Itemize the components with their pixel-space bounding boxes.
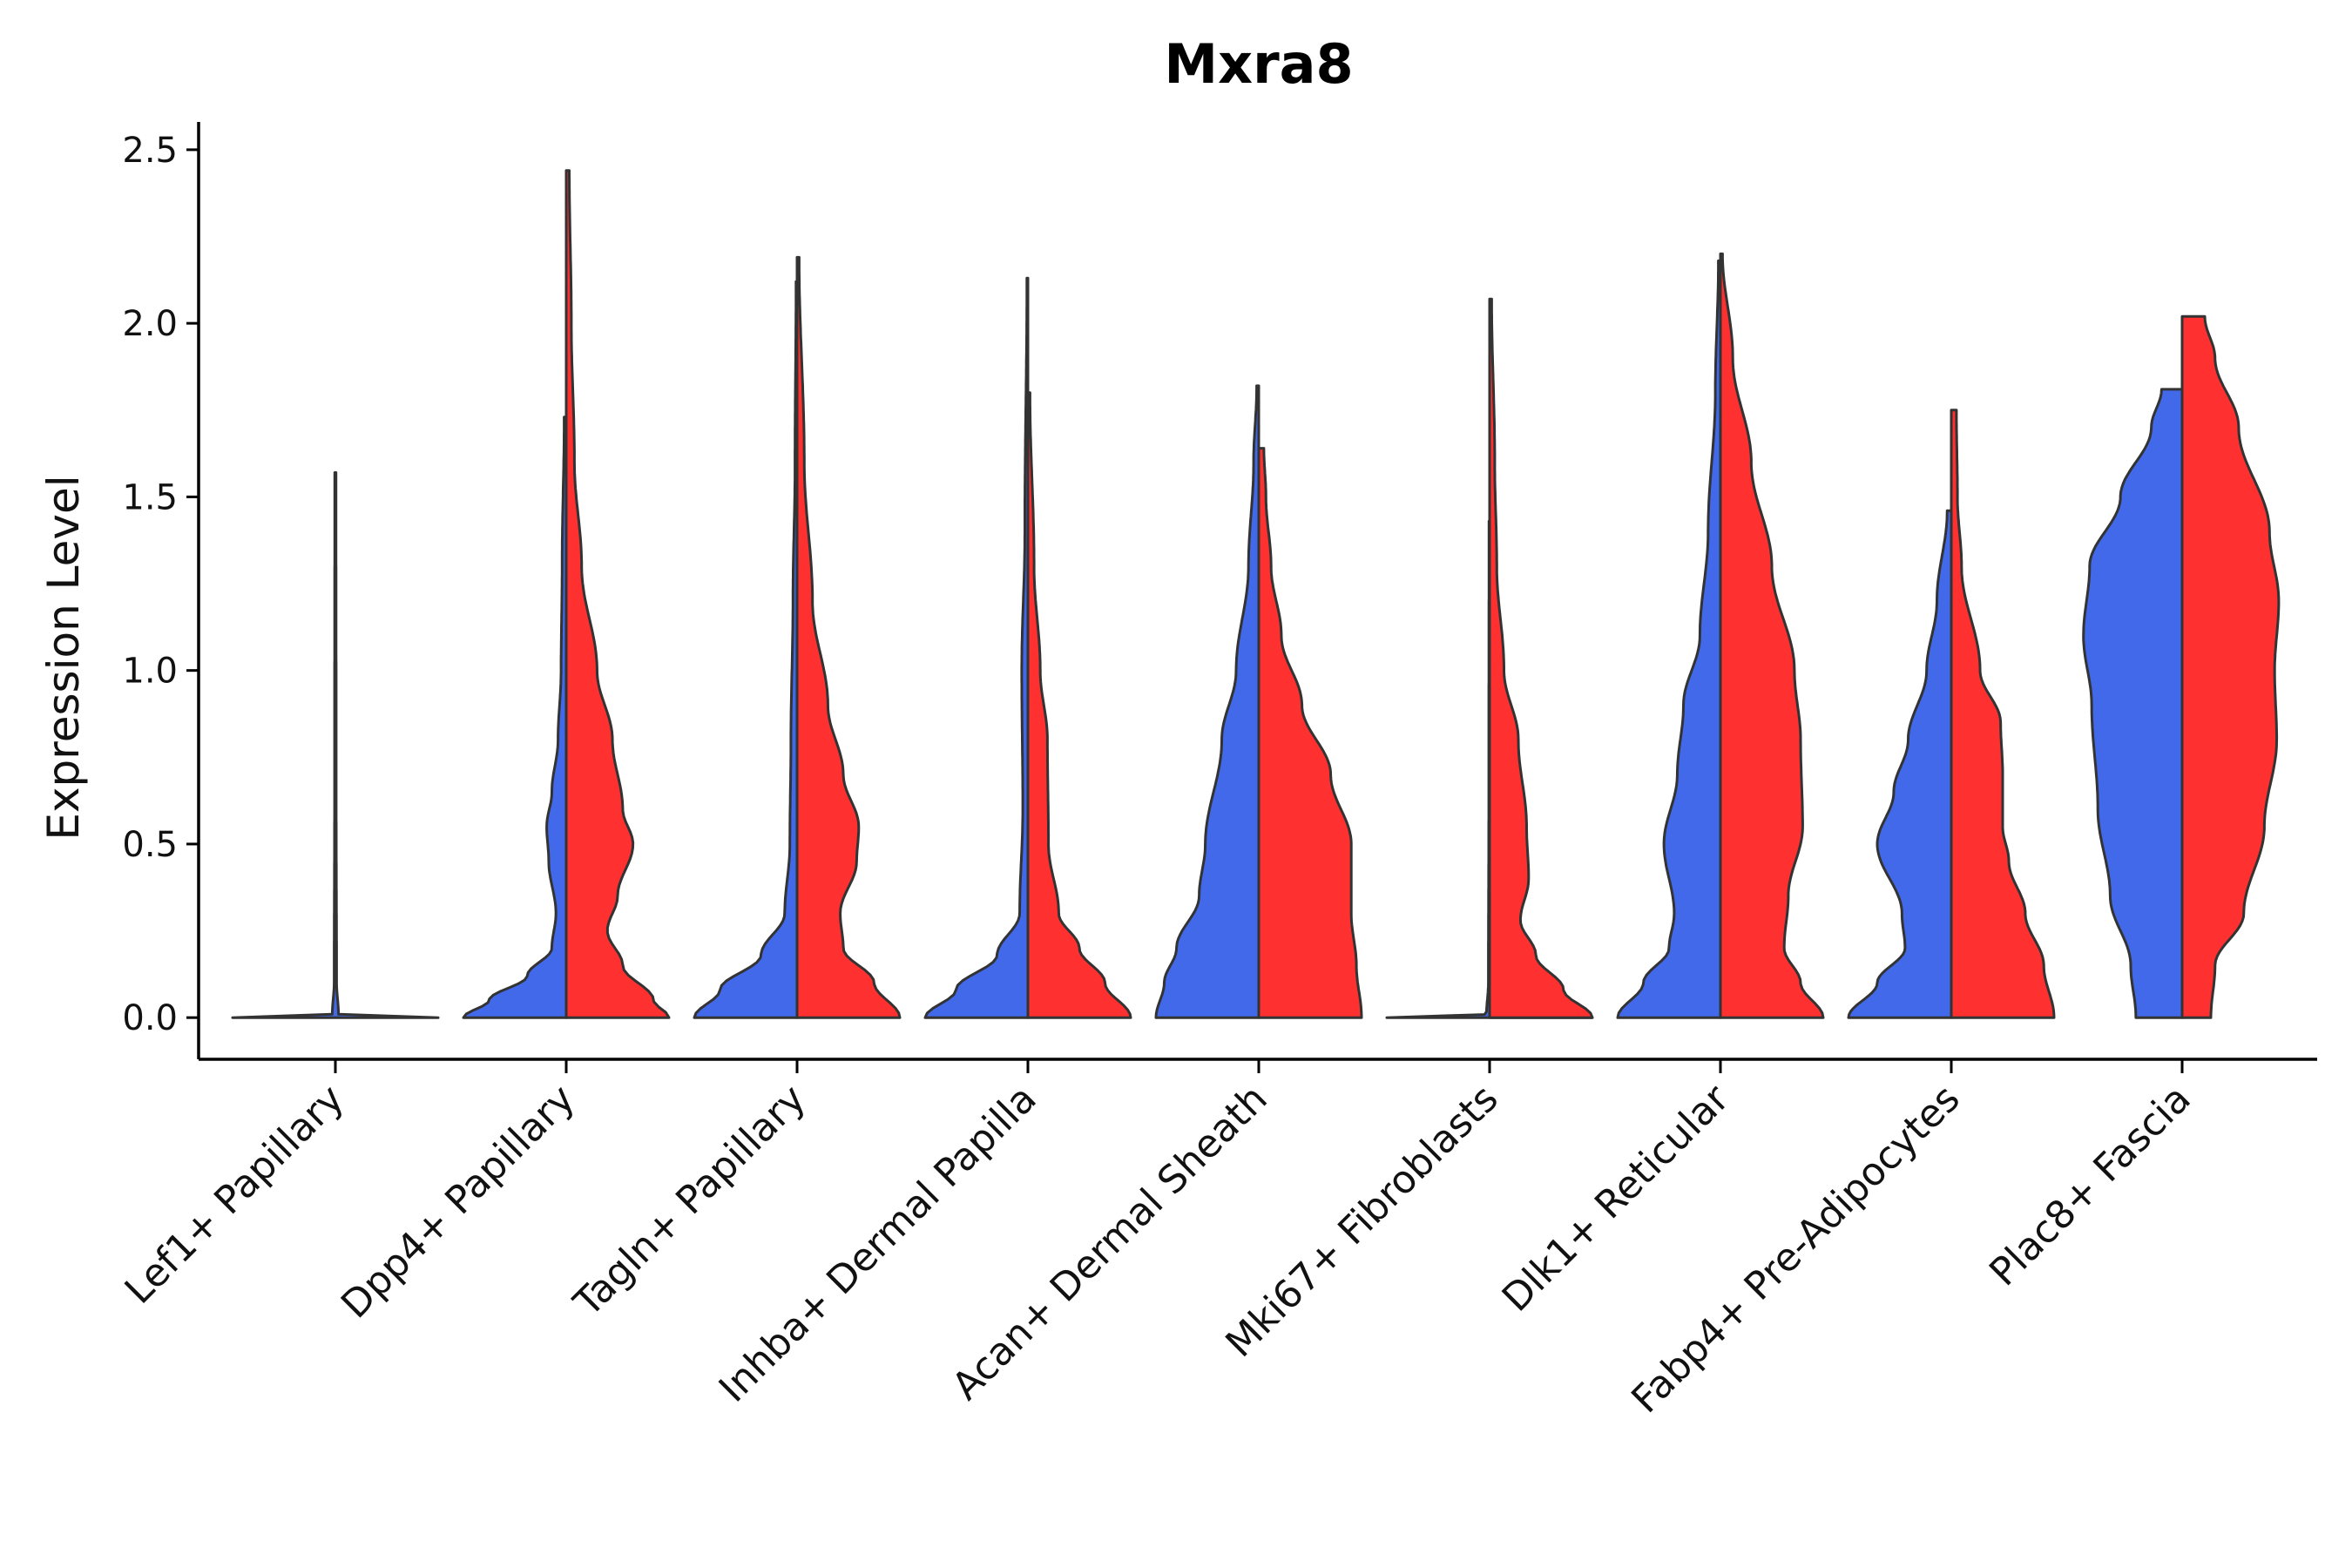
violin-3-left [923,276,1030,1019]
y-axis-label: Expression Level [38,475,89,840]
y-tick-label: 2.0 [122,304,178,344]
y-tick-label: 1.0 [122,652,178,692]
violin-4-right [1257,447,1363,1019]
violin-2-right [795,255,902,1019]
violin-6-left [1616,259,1722,1019]
x-tick-label: Tagln+ Papillary [565,1077,814,1326]
violin-7-left [1847,509,1953,1019]
violin-6-right [1719,252,1825,1019]
violin-1-left [462,416,568,1019]
x-tick-label: Dlk1+ Reticular [1494,1076,1739,1321]
x-tick-label: Plac8+ Fascia [1981,1077,2200,1295]
x-tick-label: Dpp4+ Papillary [333,1077,584,1328]
violin-layer [231,169,2281,1019]
y-tick-label: 2.5 [122,131,178,171]
y-tick-label: 0.0 [122,998,178,1038]
violin-7-right [1950,409,2056,1019]
violin-8-right [2180,314,2281,1019]
violin-8-left [2082,388,2184,1019]
violin-5-right [1488,297,1594,1019]
violin-0-center [231,471,440,1019]
violin-4-left [1154,384,1260,1019]
violin-3-right [1026,391,1132,1019]
chart-title: Mxra8 [1164,32,1353,96]
y-tick-label: 0.5 [122,825,178,865]
x-tick-label: Lef1+ Papillary [117,1077,353,1313]
y-tick-label: 1.5 [122,477,178,517]
violin-2-left [693,280,799,1019]
violin-1-right [564,169,671,1019]
